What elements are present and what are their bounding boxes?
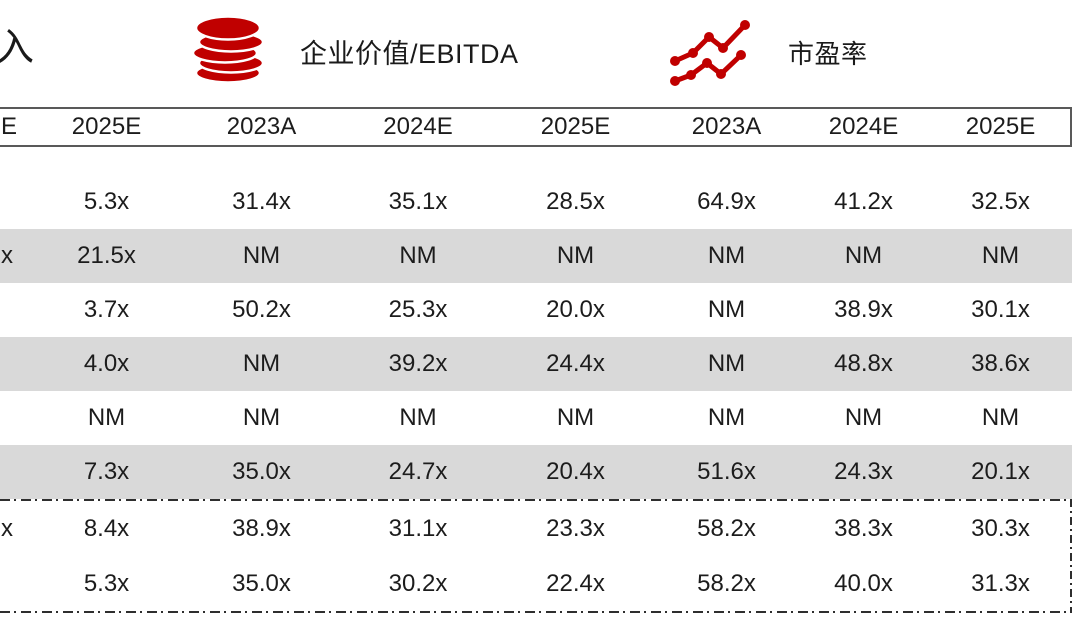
header-gap: [0, 147, 1072, 175]
value-cell: NM: [242, 242, 281, 269]
value-cell: NM: [981, 242, 1020, 269]
value-cell: 31.4x: [232, 188, 291, 215]
value-cell: NM: [556, 242, 595, 269]
value-cell: 4.0x: [83, 350, 130, 377]
value-cell: 3.7x: [83, 296, 130, 323]
summary-box: x 8.4x 38.9x 31.1x 23.3x 58.2x 38.3x 30.3x 5.3x 3…: [0, 499, 1072, 613]
value-cell: 38.9x: [232, 514, 291, 542]
value-cell: 24.4x: [546, 350, 605, 377]
value-cell: 50.2x: [232, 296, 291, 323]
column-header: 2025E: [71, 113, 142, 140]
column-header: 2025E: [965, 113, 1036, 140]
value-cell: NM: [399, 242, 437, 269]
value-cell: 58.2x: [697, 514, 756, 542]
value-cell: 35.0x: [232, 569, 291, 597]
table-row: 3.7x 50.2x 25.3x 20.0x NM 38.9x 30.1x: [0, 283, 1072, 337]
value-cell: 38.6x: [971, 350, 1030, 377]
value-cell: 48.8x: [834, 350, 893, 377]
value-cell: 23.3x: [546, 514, 605, 542]
value-cell: 8.4x: [83, 514, 130, 542]
value-cell: NM: [844, 242, 883, 269]
legend-label-revenue-partial: 入: [0, 27, 35, 69]
value-cell: NM: [556, 404, 595, 431]
value-cell: 38.3x: [834, 514, 893, 542]
value-cell: 5.3x: [83, 188, 130, 215]
table-header-band: E 2025E 2023A 2024E 2025E 2023A 2024E 2025E: [0, 107, 1072, 147]
summary-right-dashed-border: [1070, 499, 1072, 613]
column-header: 2024E: [828, 113, 899, 140]
table-row: x 21.5x NM NM NM NM NM NM: [0, 229, 1072, 283]
table-body: 5.3x 31.4x 35.1x 28.5x 64.9x 41.2x 32.5x x 21.5x…: [0, 175, 1072, 499]
summary-row: x 8.4x 38.9x 31.1x 23.3x 58.2x 38.3x 30.3x: [0, 501, 1072, 556]
legend: 入 企业价值/EBITDA: [0, 0, 1080, 100]
value-cell: NM: [707, 404, 746, 431]
column-header: 2024E: [383, 113, 453, 140]
value-cell: 7.3x: [83, 458, 130, 485]
value-cell: 58.2x: [697, 569, 756, 597]
value-cell: 28.5x: [546, 188, 605, 215]
value-cell: 31.1x: [388, 514, 448, 542]
value-cell: 20.1x: [971, 458, 1030, 485]
table-header-row: E 2025E 2023A 2024E 2025E 2023A 2024E 2025E: [0, 109, 1070, 145]
value-cell: 64.9x: [697, 188, 756, 215]
legend-label-ev-ebitda: 企业价值/EBITDA: [300, 39, 519, 69]
summary-row: 5.3x 35.0x 30.2x 22.4x 58.2x 40.0x 31.3x: [0, 556, 1072, 611]
value-cell: 30.1x: [971, 296, 1030, 323]
coins-icon: [191, 11, 266, 85]
value-cell: 51.6x: [697, 458, 756, 485]
value-cell: 32.5x: [971, 188, 1030, 215]
comparables-table: E 2025E 2023A 2024E 2025E 2023A 2024E 2025E 5.3…: [0, 107, 1072, 613]
value-cell: 38.9x: [834, 296, 893, 323]
value-cell: 30.2x: [388, 569, 448, 597]
value-cell: 20.0x: [546, 296, 605, 323]
value-cell: 21.5x: [77, 242, 136, 269]
column-header: 2023A: [691, 113, 762, 140]
clipped-cell: x: [1, 242, 13, 269]
value-cell: 35.1x: [388, 188, 448, 215]
value-cell: 20.4x: [546, 458, 605, 485]
table-row: 7.3x 35.0x 24.7x 20.4x 51.6x 24.3x 20.1x: [0, 445, 1072, 499]
summary-bottom-dashed-border: [0, 611, 1072, 613]
value-cell: 25.3x: [388, 296, 448, 323]
value-cell: 24.3x: [834, 458, 893, 485]
value-cell: 22.4x: [546, 569, 605, 597]
column-header: 2025E: [540, 113, 611, 140]
value-cell: NM: [844, 404, 883, 431]
value-cell: 35.0x: [232, 458, 291, 485]
table-row: 5.3x 31.4x 35.1x 28.5x 64.9x 41.2x 32.5x: [0, 175, 1072, 229]
value-cell: 31.3x: [971, 569, 1030, 597]
column-header: 2023A: [226, 113, 297, 140]
value-cell: 5.3x: [83, 569, 130, 597]
value-cell: 41.2x: [834, 188, 893, 215]
value-cell: 39.2x: [388, 350, 448, 377]
value-cell: 30.3x: [971, 514, 1030, 542]
value-cell: NM: [981, 404, 1020, 431]
value-cell: NM: [707, 350, 746, 377]
value-cell: 40.0x: [834, 569, 893, 597]
value-cell: NM: [399, 404, 437, 431]
value-cell: NM: [87, 404, 126, 431]
table-row: 4.0x NM 39.2x 24.4x NM 48.8x 38.6x: [0, 337, 1072, 391]
value-cell: NM: [242, 404, 281, 431]
clipped-cell: x: [1, 514, 13, 542]
clipped-cell: E: [1, 113, 18, 140]
value-cell: NM: [242, 350, 281, 377]
legend-label-pe-ratio: 市盈率: [788, 39, 868, 69]
value-cell: NM: [707, 296, 746, 323]
trend-lines-icon: [668, 16, 762, 86]
summary-rows: x 8.4x 38.9x 31.1x 23.3x 58.2x 38.3x 30.3x 5.3x 3…: [0, 501, 1072, 611]
value-cell: 24.7x: [388, 458, 448, 485]
table-row: NM NM NM NM NM NM NM: [0, 391, 1072, 445]
summary-top-dashed-border: [0, 499, 1072, 501]
value-cell: NM: [707, 242, 746, 269]
